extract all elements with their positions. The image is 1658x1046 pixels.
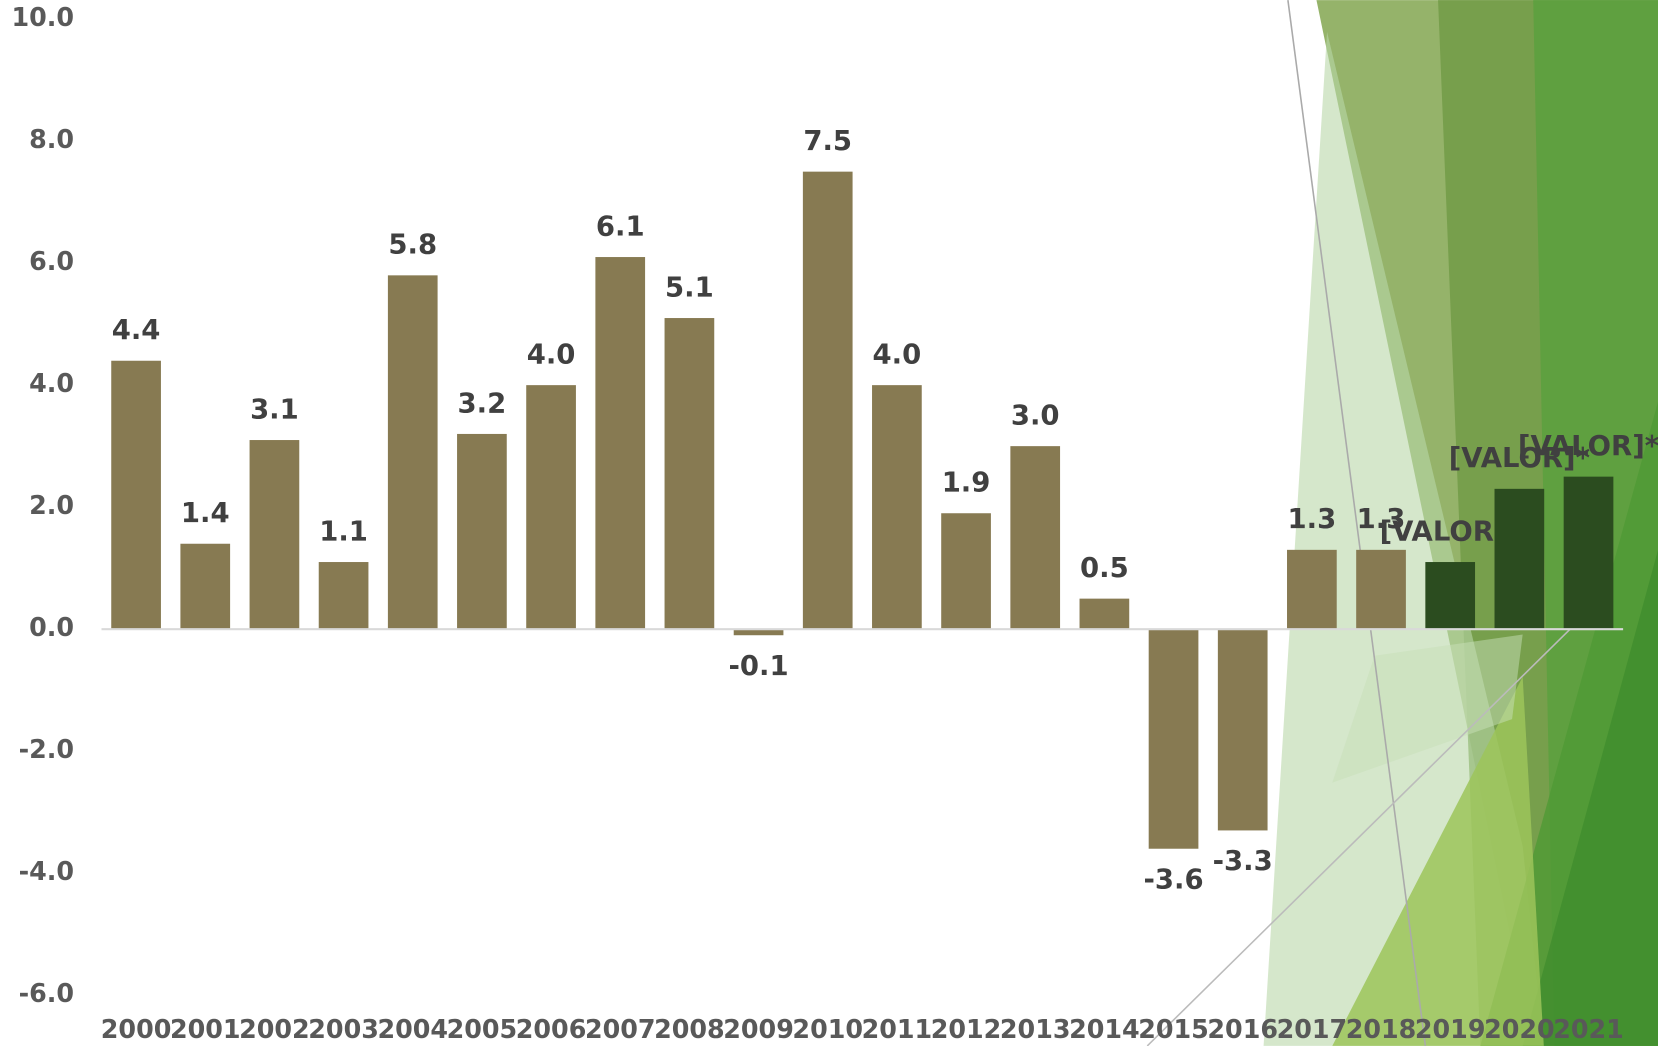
bar [1287, 549, 1337, 630]
x-tick-label: 2005 [447, 1014, 518, 1044]
bar [457, 433, 507, 630]
x-tick-label: 2010 [792, 1014, 863, 1044]
y-tick-label: 8.0 [29, 124, 74, 154]
background-decoration [1146, 0, 1658, 1046]
bar [1494, 488, 1545, 630]
x-tick-label: 2004 [377, 1014, 448, 1044]
value-label: 1.9 [942, 467, 991, 499]
x-tick-label: 2014 [1069, 1014, 1140, 1044]
x-tick-label: 2020 [1484, 1014, 1555, 1044]
y-tick-label: -4.0 [19, 856, 74, 886]
bar [1356, 549, 1406, 630]
bar [1148, 629, 1199, 849]
x-tick-label: 2000 [101, 1014, 172, 1044]
x-tick-label: 2007 [585, 1014, 656, 1044]
x-tick-label: 2012 [931, 1014, 1002, 1044]
y-tick-label: 2.0 [29, 490, 74, 520]
value-label: 3.1 [250, 393, 299, 425]
x-tick-label: 2003 [308, 1014, 379, 1044]
value-label: 4.4 [112, 314, 161, 346]
x-tick-label: 2016 [1207, 1014, 1278, 1044]
value-label: 4.0 [527, 339, 576, 371]
value-label: [VALOR]* [1518, 430, 1658, 462]
bar [1079, 598, 1130, 630]
value-label: 4.0 [873, 339, 922, 371]
x-tick-label: 2017 [1277, 1014, 1348, 1044]
y-tick-label: -6.0 [19, 978, 74, 1008]
value-label: 6.1 [596, 210, 645, 242]
bar [1010, 446, 1061, 630]
value-label: 7.5 [803, 125, 852, 157]
value-label: 0.5 [1080, 552, 1129, 584]
bar [249, 440, 300, 630]
bar [872, 385, 922, 630]
x-tick-label: 2018 [1346, 1014, 1417, 1044]
bar [802, 171, 853, 630]
bar [1425, 562, 1476, 630]
x-tick-label: 2013 [1000, 1014, 1071, 1044]
x-tick-label: 2015 [1138, 1014, 1209, 1044]
y-tick-label: 6.0 [29, 246, 74, 276]
y-tick-label: 10.0 [11, 2, 74, 32]
value-label: 1.4 [181, 497, 230, 529]
value-label: [VALOR]* [1449, 442, 1590, 474]
value-label: 3.0 [1011, 400, 1060, 432]
value-label: -3.6 [1143, 863, 1203, 895]
bar [526, 385, 576, 630]
value-label: -3.3 [1213, 845, 1273, 877]
bar [941, 513, 991, 630]
x-tick-label: 2006 [516, 1014, 587, 1044]
value-label: 5.1 [665, 271, 714, 303]
x-tick-label: 2001 [170, 1014, 241, 1044]
bar [387, 275, 438, 630]
value-label: 5.8 [388, 229, 437, 261]
bar [664, 318, 715, 630]
x-tick-label: 2021 [1553, 1014, 1624, 1044]
value-label: 1.1 [319, 515, 368, 547]
bar [733, 629, 784, 636]
bar [1563, 476, 1614, 630]
x-tick-label: 2009 [723, 1014, 794, 1044]
bar [1217, 629, 1268, 831]
value-label: -0.1 [729, 650, 789, 682]
y-tick-label: 0.0 [29, 612, 74, 642]
bar [180, 543, 231, 630]
x-tick-label: 2019 [1415, 1014, 1486, 1044]
x-tick-label: 2002 [239, 1014, 310, 1044]
value-label: 1.3 [1357, 503, 1406, 535]
bar [111, 360, 161, 630]
y-tick-label: -2.0 [19, 734, 74, 764]
x-tick-label: 2011 [862, 1014, 933, 1044]
value-label: 3.2 [458, 387, 507, 419]
x-tick-label: 2008 [654, 1014, 725, 1044]
y-tick-label: 4.0 [29, 368, 74, 398]
value-label: 1.3 [1288, 503, 1337, 535]
bar [318, 562, 369, 630]
bar [595, 257, 646, 630]
